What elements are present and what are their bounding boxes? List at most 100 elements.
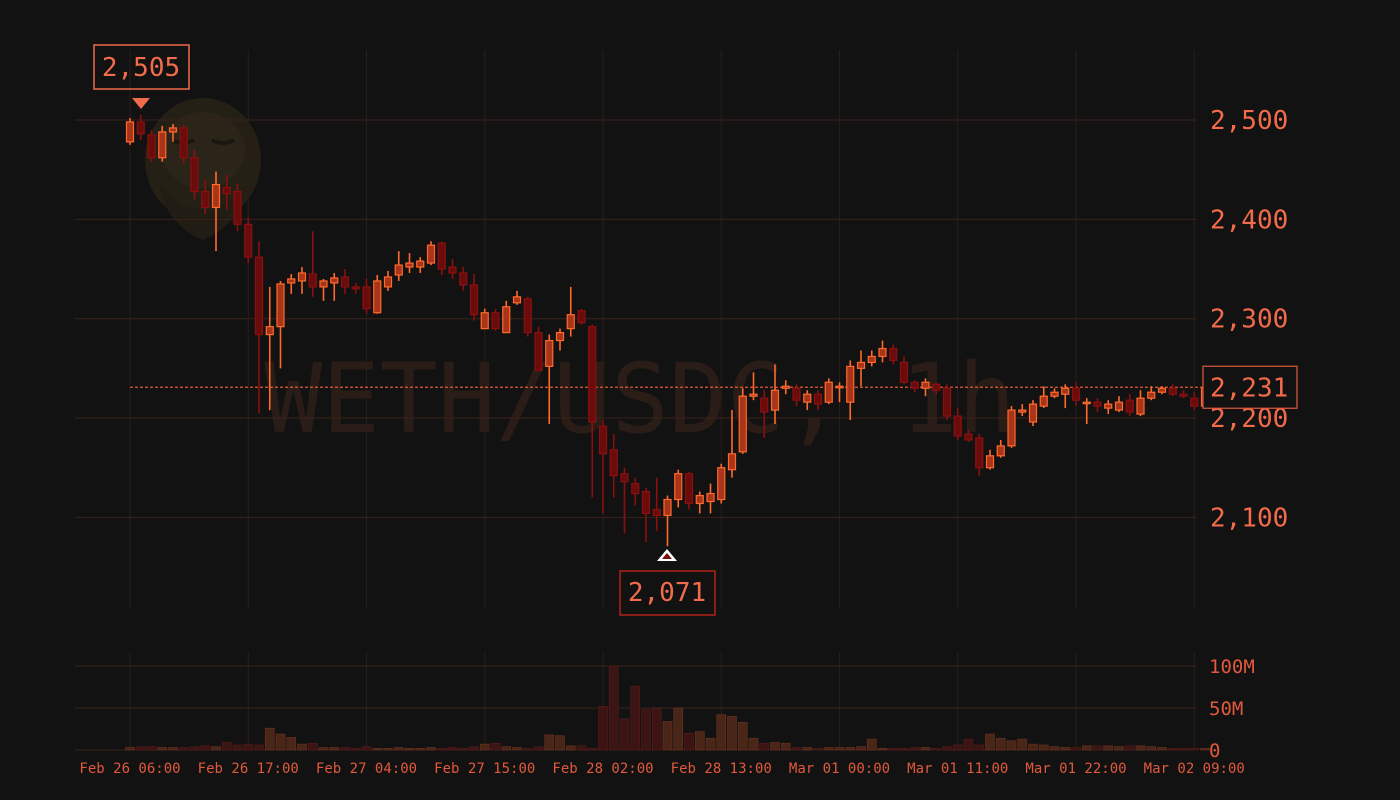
- candle-body: [1125, 399, 1134, 413]
- time-tick-label: Mar 01 22:00: [1025, 761, 1126, 777]
- candle-body: [889, 347, 898, 362]
- time-tick-label: Feb 27 15:00: [434, 761, 535, 777]
- candle-body: [555, 332, 565, 342]
- candle-body: [577, 310, 586, 324]
- volume-tick-label: 50M: [1209, 698, 1243, 720]
- volume-bar: [383, 748, 393, 751]
- candle-body: [738, 395, 747, 453]
- volume-bar: [479, 743, 490, 751]
- volume-bar: [264, 727, 275, 751]
- volume-bar: [275, 733, 286, 751]
- volume-bar: [1038, 744, 1049, 751]
- volume-bar: [533, 746, 544, 751]
- volume-bar: [684, 732, 694, 751]
- candle-body: [340, 276, 350, 288]
- candle-body: [609, 449, 618, 477]
- candle-body: [136, 121, 145, 135]
- volume-bar: [254, 744, 264, 751]
- candle-body: [1093, 401, 1102, 407]
- candle-body: [770, 389, 780, 411]
- volume-bar: [1049, 746, 1060, 751]
- volume-bar: [168, 747, 178, 751]
- volume-bar: [1178, 748, 1189, 751]
- volume-bar: [318, 747, 329, 751]
- candle-body: [330, 277, 339, 284]
- candle-body: [932, 383, 941, 391]
- volume-bar: [985, 733, 995, 751]
- volume-bar: [522, 748, 533, 751]
- candle-body: [168, 127, 178, 133]
- candle-body: [964, 433, 973, 441]
- candle-body: [695, 494, 704, 505]
- volume-bar: [759, 742, 770, 751]
- candle-body: [1136, 397, 1145, 415]
- candle-body: [566, 314, 575, 330]
- volume-bar: [372, 748, 383, 751]
- candle-body: [1071, 387, 1081, 401]
- high-price-label: 2,505: [102, 53, 180, 83]
- candle-body: [319, 280, 328, 288]
- volume-bar: [1114, 746, 1124, 751]
- time-tick-label: Feb 28 02:00: [552, 761, 653, 777]
- candle-body: [158, 131, 167, 159]
- candle-body: [899, 361, 909, 383]
- volume-bar: [243, 743, 254, 751]
- high-price-box: [93, 44, 190, 90]
- volume-bar: [662, 721, 673, 751]
- volume-bar: [823, 747, 834, 751]
- candle-body: [244, 223, 253, 258]
- candle-body: [534, 332, 543, 371]
- volume-bar: [458, 748, 469, 751]
- volume-bar: [888, 748, 899, 751]
- candle-body: [674, 473, 683, 501]
- current-price-label: 2,231: [1210, 373, 1288, 403]
- price-tick-label: 2,200: [1210, 404, 1288, 434]
- volume-bar: [200, 745, 211, 751]
- price-tick-label: 2,400: [1210, 205, 1288, 235]
- candle-body: [502, 306, 511, 334]
- candle-body: [846, 365, 855, 403]
- volume-bar: [931, 748, 942, 751]
- volume-bar: [598, 706, 608, 751]
- volume-bar: [404, 748, 415, 751]
- chart-watermark-title: WETH/USDC, 1h: [264, 343, 1015, 455]
- candle-body: [803, 393, 812, 403]
- candle-body: [749, 393, 758, 397]
- candle-body: [1028, 403, 1038, 423]
- volume-bar: [1028, 743, 1038, 751]
- volume-bar: [716, 714, 727, 751]
- time-axis: Feb 26 06:00 Feb 26 17:00 Feb 27 04:00 Feb …: [79, 761, 1244, 777]
- candle-body: [813, 393, 823, 405]
- candle-body: [512, 296, 522, 304]
- candle-body: [179, 127, 188, 159]
- volume-bar: [1017, 738, 1028, 751]
- candle-body: [523, 298, 532, 334]
- volume-bar: [340, 747, 350, 751]
- candle-body: [641, 490, 651, 515]
- volume-bar: [866, 738, 877, 751]
- candle-body: [491, 312, 500, 330]
- time-tick-label: Mar 02 09:00: [1144, 761, 1245, 777]
- volume-bar: [673, 707, 684, 751]
- volume-bar: [630, 685, 641, 751]
- time-tick-label: Mar 01 11:00: [907, 761, 1008, 777]
- volume-bar: [178, 747, 189, 751]
- price-candles: [125, 115, 1210, 547]
- volume-bar: [157, 747, 168, 751]
- volume-tick-label: 100M: [1209, 656, 1255, 678]
- candle-body: [480, 312, 489, 330]
- time-tick-label: Feb 27 04:00: [316, 761, 417, 777]
- volume-bar: [490, 742, 501, 751]
- volume-bar: [286, 737, 297, 751]
- volume-bar: [447, 747, 458, 751]
- candle-body: [545, 339, 554, 367]
- high-price-marker: 2,505: [93, 44, 190, 109]
- candle-body: [792, 387, 801, 401]
- volume-bar: [1060, 747, 1071, 751]
- candle-body: [362, 286, 371, 310]
- candle-body: [652, 508, 661, 517]
- volume-bar: [1200, 748, 1210, 751]
- candle-body: [1114, 401, 1124, 411]
- volume-bar: [845, 747, 856, 751]
